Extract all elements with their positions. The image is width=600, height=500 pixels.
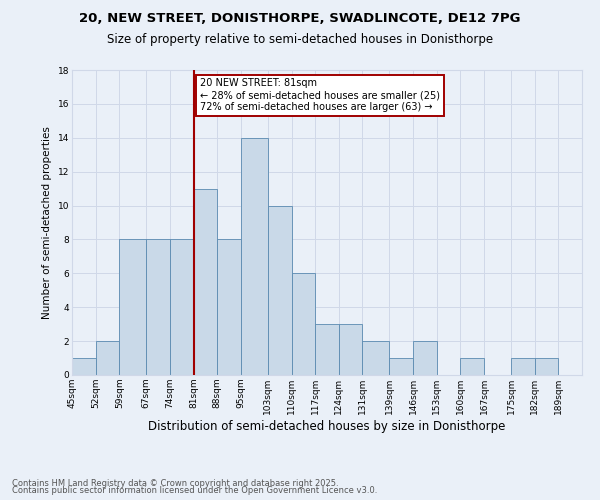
Bar (268, 206, 292, 375)
Bar (511, 358, 535, 375)
Bar (362, 341, 389, 375)
Bar (241, 138, 268, 375)
Bar (119, 240, 146, 375)
Bar (194, 188, 217, 375)
Y-axis label: Number of semi-detached properties: Number of semi-detached properties (42, 126, 52, 319)
Text: 20 NEW STREET: 81sqm
← 28% of semi-detached houses are smaller (25)
72% of semi-: 20 NEW STREET: 81sqm ← 28% of semi-detac… (200, 78, 440, 112)
Bar (292, 274, 315, 375)
Bar (315, 324, 339, 375)
Bar (413, 341, 437, 375)
X-axis label: Distribution of semi-detached houses by size in Donisthorpe: Distribution of semi-detached houses by … (148, 420, 506, 432)
Bar (72, 358, 95, 375)
Bar (95, 341, 119, 375)
Bar (389, 358, 413, 375)
Bar (339, 324, 362, 375)
Bar (460, 358, 484, 375)
Bar (146, 240, 170, 375)
Text: Size of property relative to semi-detached houses in Donisthorpe: Size of property relative to semi-detach… (107, 32, 493, 46)
Bar (170, 240, 194, 375)
Text: Contains HM Land Registry data © Crown copyright and database right 2025.: Contains HM Land Registry data © Crown c… (12, 478, 338, 488)
Bar (535, 358, 559, 375)
Text: 20, NEW STREET, DONISTHORPE, SWADLINCOTE, DE12 7PG: 20, NEW STREET, DONISTHORPE, SWADLINCOTE… (79, 12, 521, 26)
Bar (217, 240, 241, 375)
Text: Contains public sector information licensed under the Open Government Licence v3: Contains public sector information licen… (12, 486, 377, 495)
